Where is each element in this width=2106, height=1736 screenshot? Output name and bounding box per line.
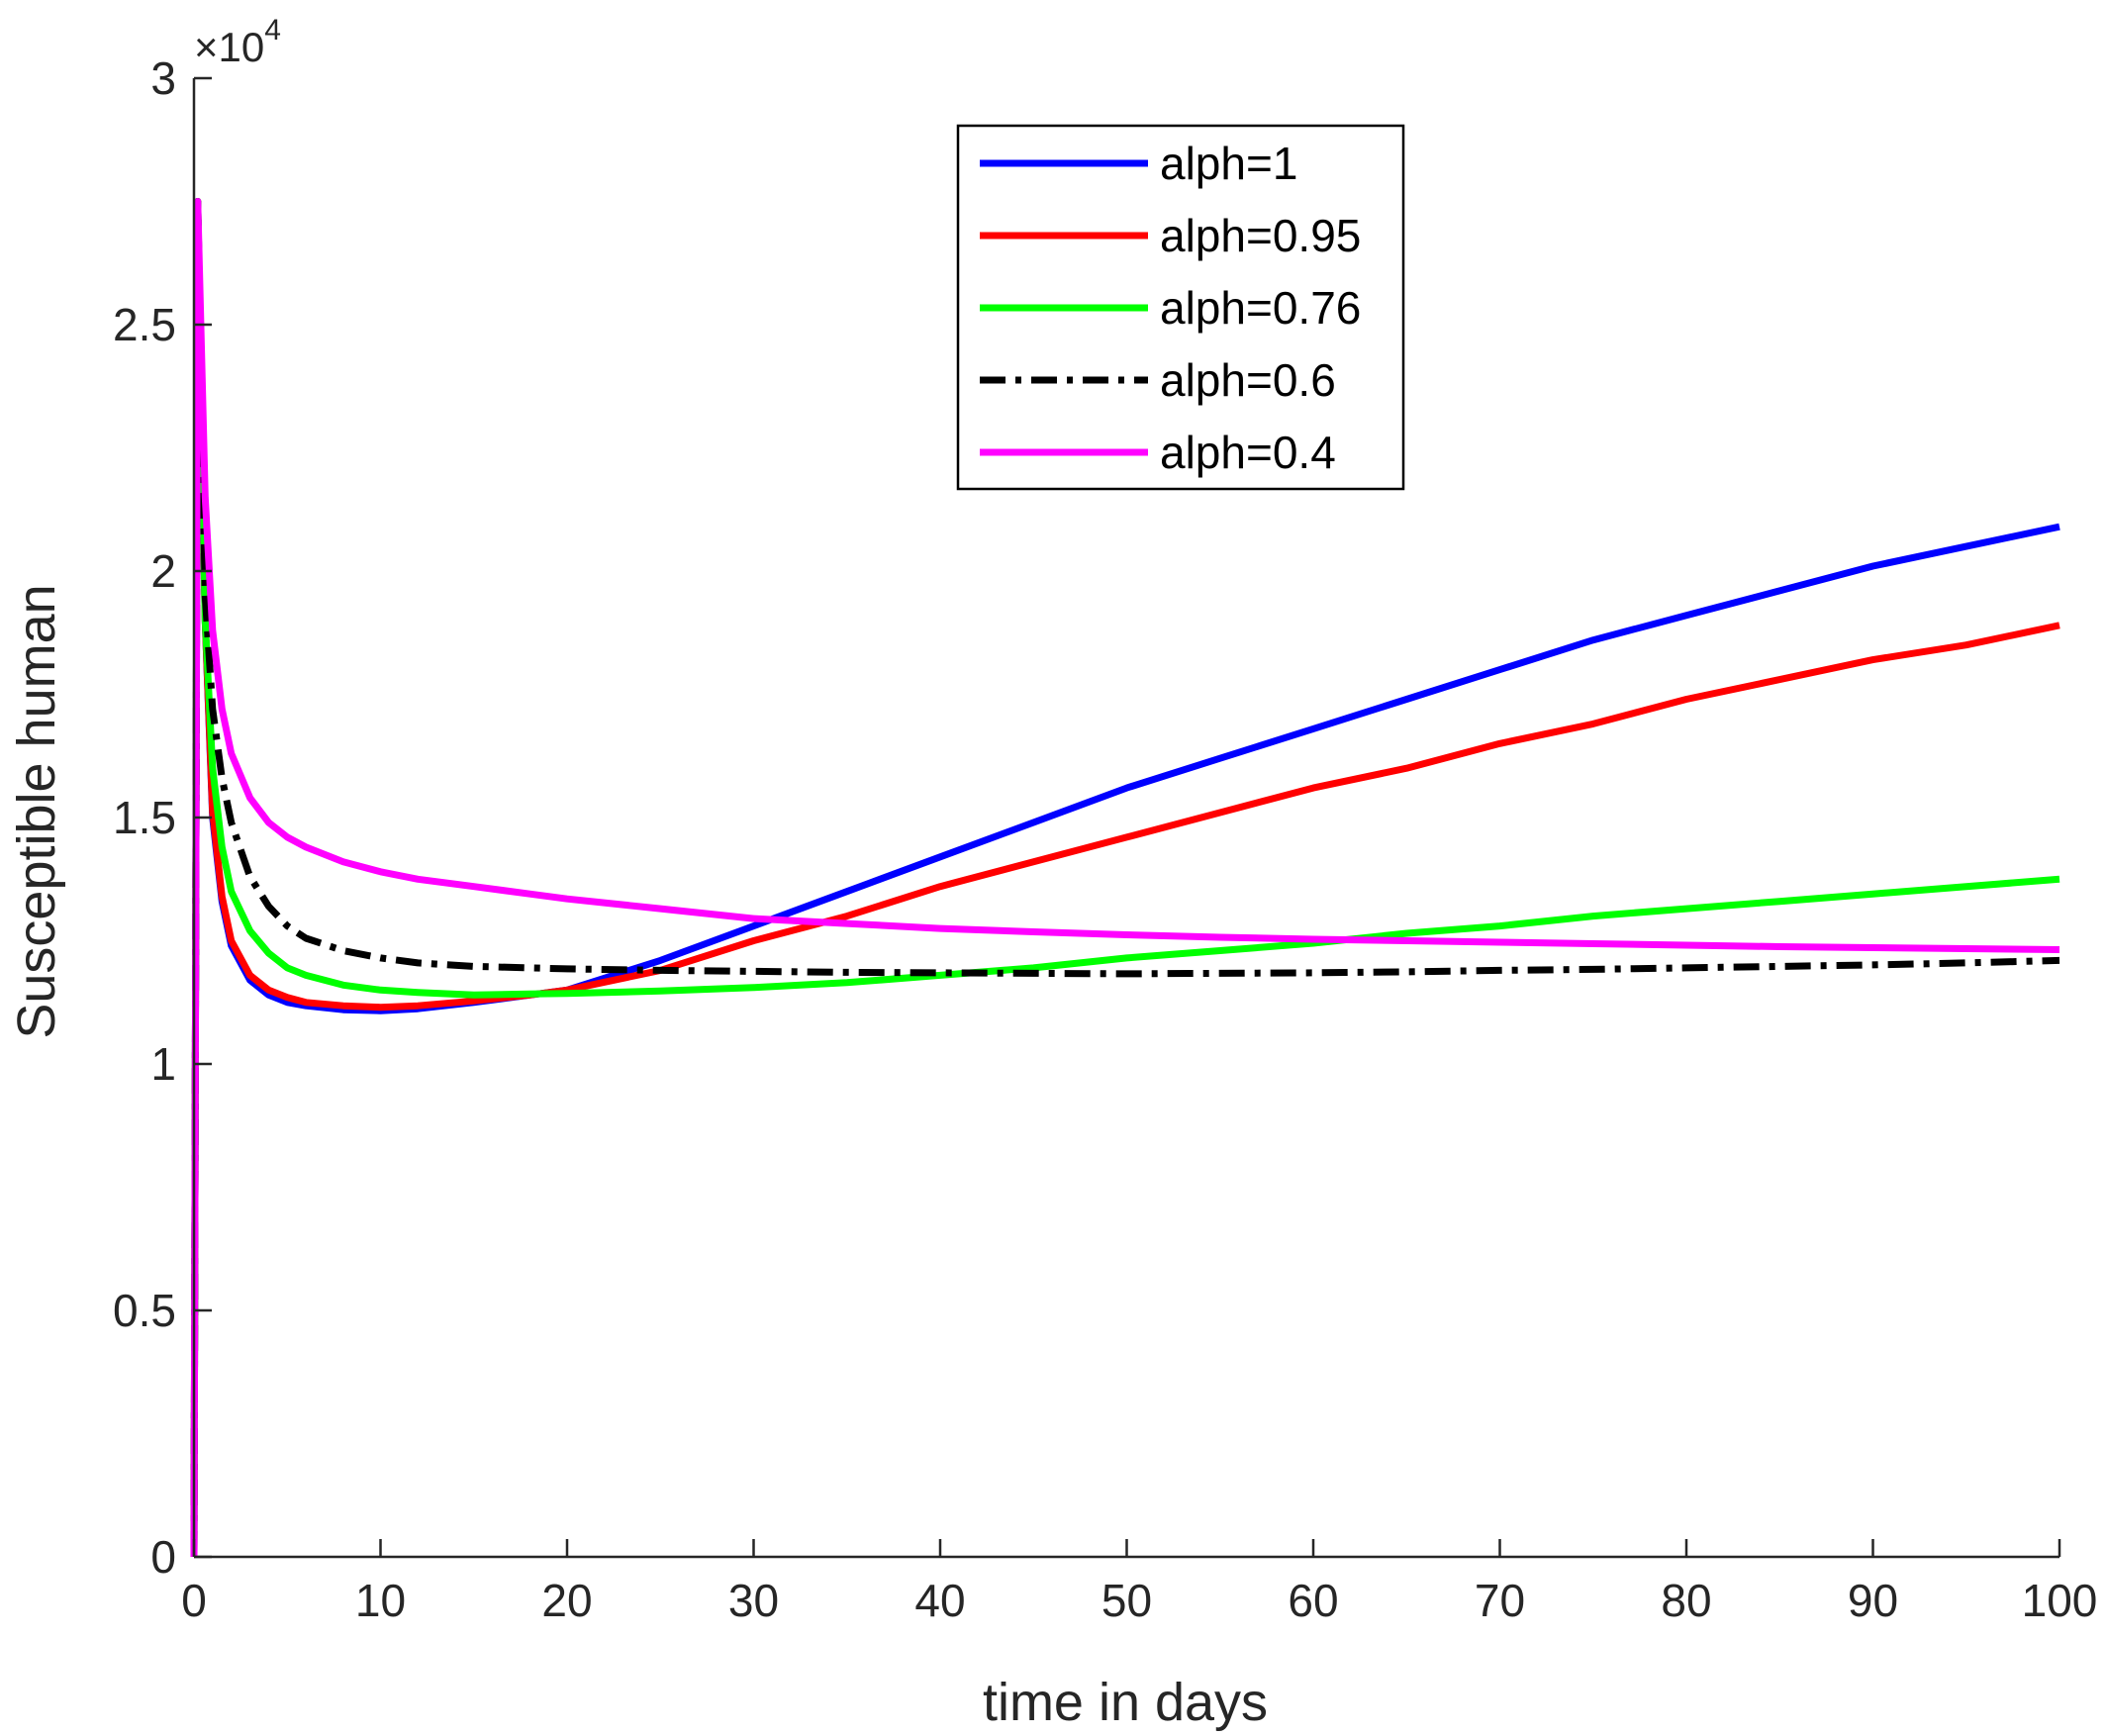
y-tick-label: 2.5	[113, 299, 176, 350]
x-tick-label: 70	[1475, 1575, 1525, 1626]
legend: alph=1 alph=0.95 alph=0.76 alph=0.6 alph=0.4	[956, 124, 1405, 491]
y-axis-title: Susceptible human	[7, 584, 66, 1038]
y-tick-label: 3	[150, 52, 176, 104]
legend-label: alph=1	[1160, 138, 1297, 189]
y-tick-label: 1	[150, 1038, 176, 1090]
x-tick-label: 50	[1101, 1575, 1152, 1626]
series-line-alph-0-76	[190, 198, 2060, 1558]
legend-label: alph=0.6	[1160, 354, 1336, 406]
x-tick-label: 90	[1848, 1575, 1898, 1626]
x-axis-title: time in days	[983, 1673, 1268, 1732]
x-tick-label: 40	[914, 1575, 965, 1626]
x-tick-label: 30	[728, 1575, 779, 1626]
series-line-alph-0-95	[190, 198, 2060, 1558]
ticks-layer: 0 10 20 30 40 50 60 70 80 90 100 0 0.5 1 1.5 2 2.5 3	[113, 52, 2097, 1626]
legend-label: alph=0.76	[1160, 282, 1361, 334]
y-tick-label: 0	[150, 1531, 176, 1583]
series-layer	[190, 198, 2060, 1558]
y-tick-label: 2	[150, 545, 176, 597]
svg-text:×104: ×104	[194, 14, 281, 70]
x-tick-label: 80	[1661, 1575, 1711, 1626]
y-tick-label: 1.5	[113, 792, 176, 843]
x-tick-label: 10	[355, 1575, 406, 1626]
series-line-alph-0-6	[190, 198, 2060, 1558]
y-axis-exponent: ×104	[194, 14, 281, 70]
x-tick-label: 60	[1288, 1575, 1338, 1626]
exponent-base: 10	[219, 24, 265, 70]
exponent-power: 4	[264, 14, 281, 47]
exponent-times-sign: ×	[194, 24, 219, 70]
y-tick-label: 0.5	[113, 1285, 176, 1336]
x-tick-label: 0	[181, 1575, 207, 1626]
legend-label: alph=0.95	[1160, 210, 1361, 261]
x-tick-label: 20	[541, 1575, 592, 1626]
series-line-alph-0-4	[190, 198, 2060, 1558]
legend-label: alph=0.4	[1160, 427, 1336, 478]
x-tick-label: 100	[2022, 1575, 2098, 1626]
